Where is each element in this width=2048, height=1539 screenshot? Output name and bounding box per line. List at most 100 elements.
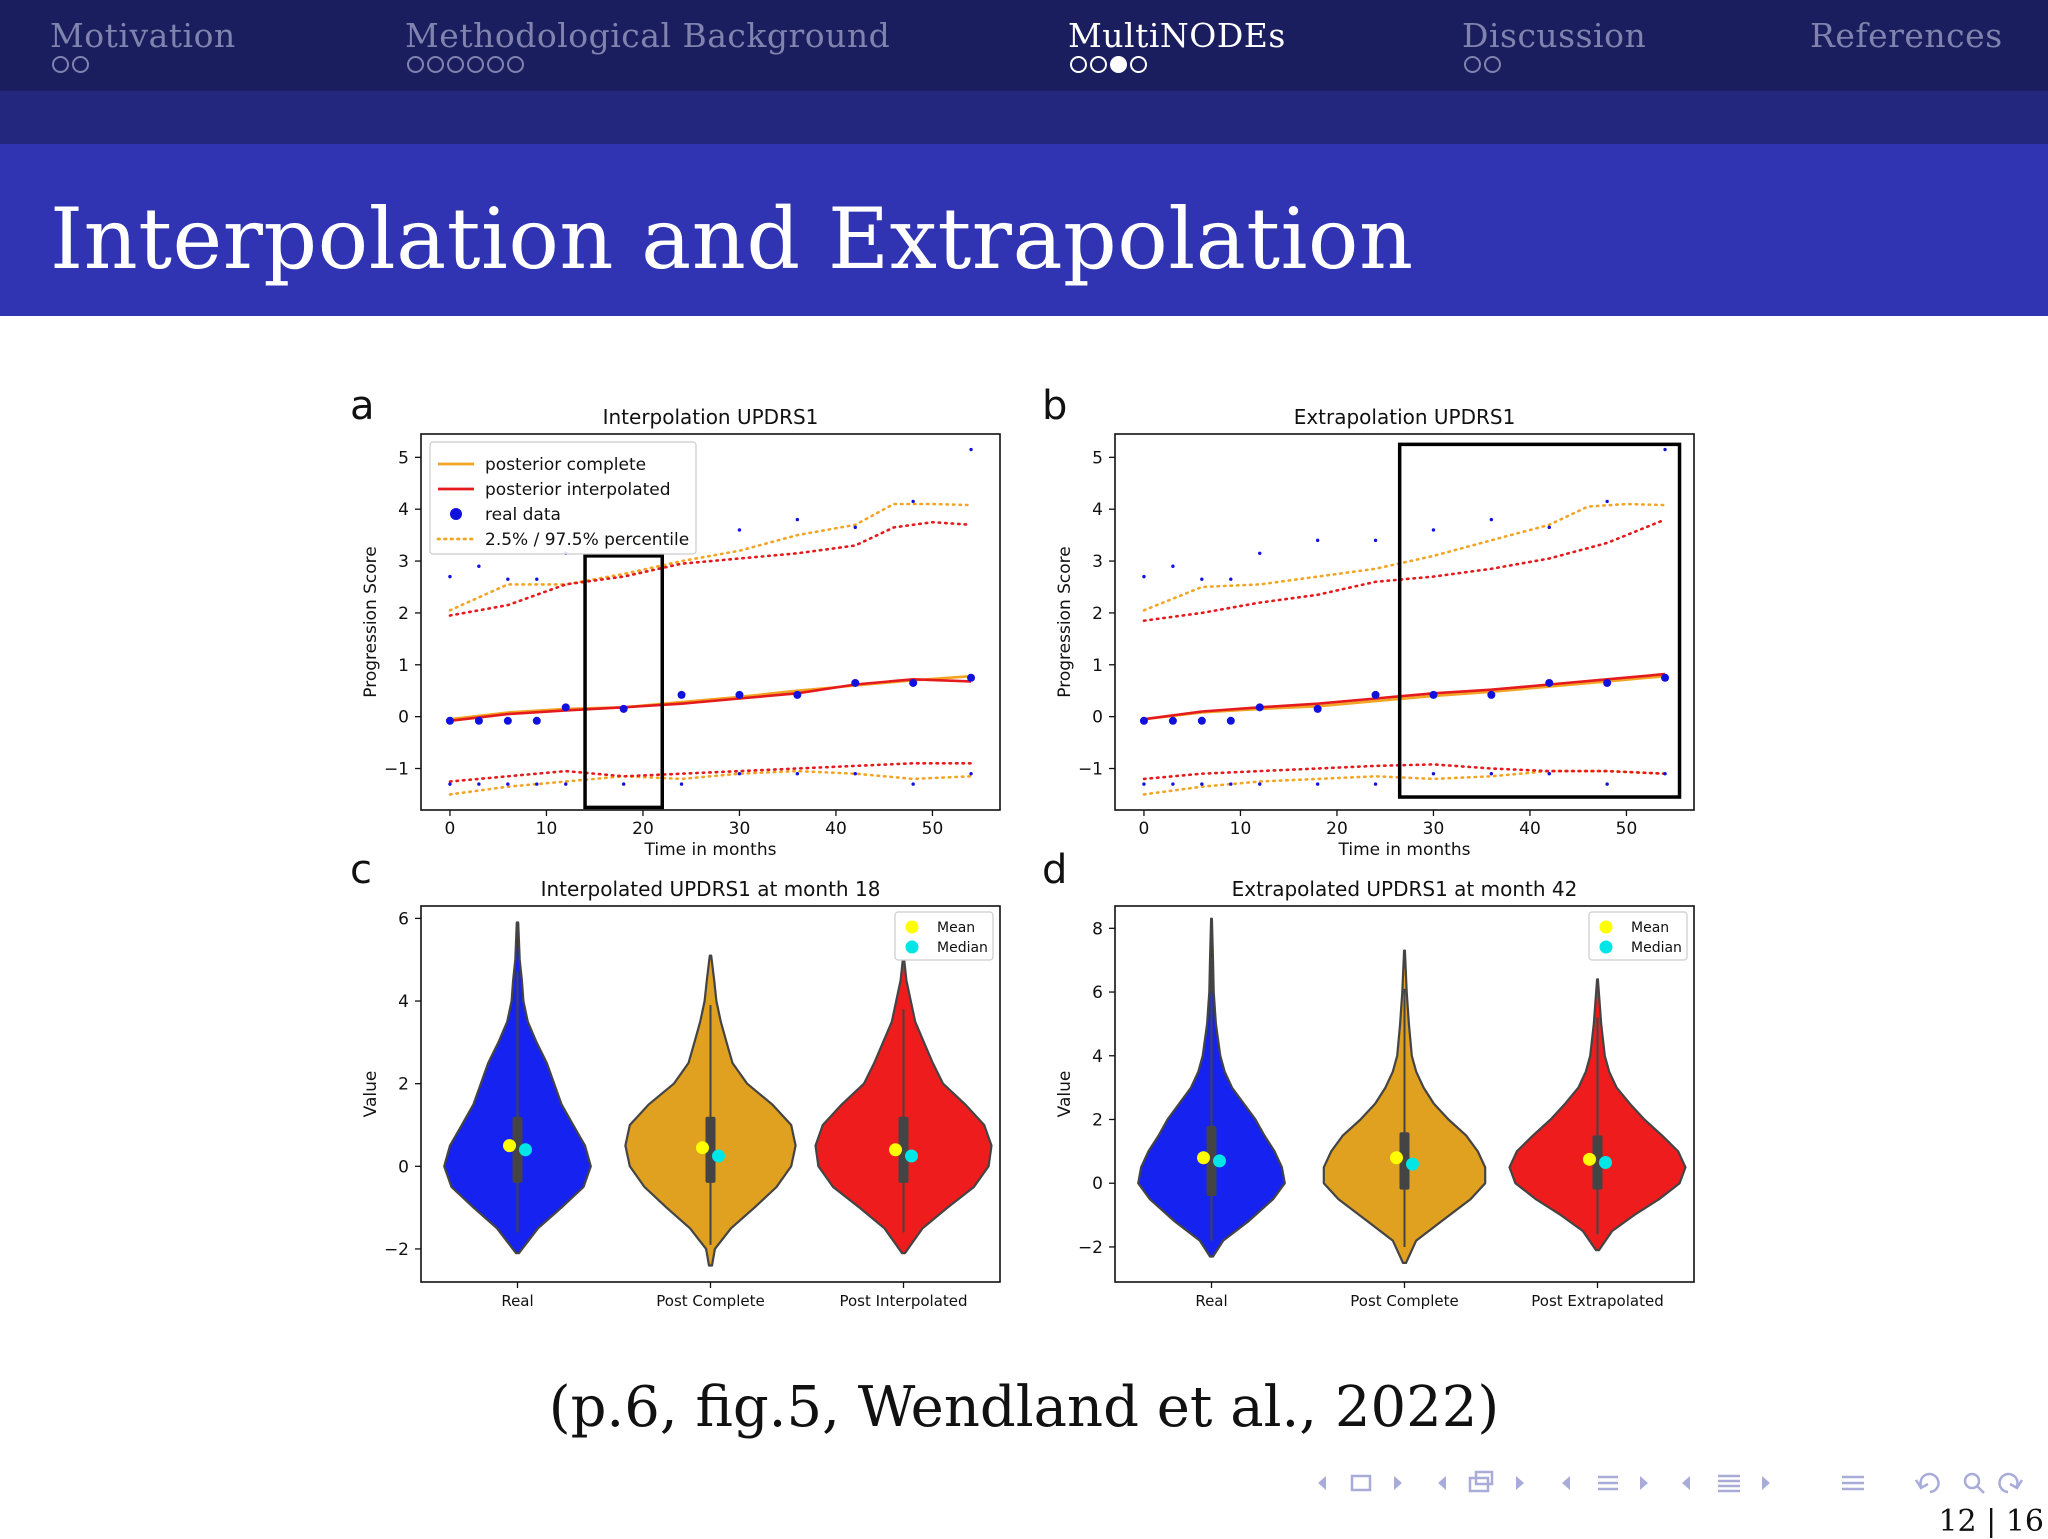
real-data-point — [448, 782, 452, 786]
frame-dot[interactable] — [507, 56, 524, 73]
legend-label: 2.5% / 97.5% percentile — [485, 530, 689, 550]
chart-title: Extrapolated UPDRS1 at month 42 — [1232, 877, 1578, 901]
real-data-point — [735, 690, 744, 699]
real-data-point — [677, 690, 686, 699]
y-tick-label: 4 — [1092, 1047, 1103, 1067]
frame-dot[interactable] — [1130, 56, 1147, 73]
real-data-point — [506, 782, 510, 786]
mean-marker — [696, 1141, 709, 1155]
frame-dot[interactable] — [467, 56, 484, 73]
series-line-posterior-extrapolated — [1143, 672, 1666, 721]
nav-section-discussion[interactable]: Discussion — [1462, 16, 1647, 55]
frame-dot[interactable] — [1110, 56, 1127, 73]
series-line-dotted-orange — [1142, 769, 1667, 796]
real-data-point — [532, 716, 541, 725]
axes-frame — [420, 905, 1001, 1283]
real-data-point — [1487, 690, 1496, 699]
frame-dot[interactable] — [72, 56, 89, 73]
y-tick-label: 3 — [398, 552, 409, 572]
search-icon-handle[interactable] — [1976, 1485, 1985, 1494]
real-data-point — [1373, 782, 1378, 786]
panel-letter: a — [350, 383, 375, 429]
real-data-point — [793, 690, 802, 699]
real-data-point — [1373, 538, 1378, 543]
y-tick-label: 3 — [1092, 552, 1103, 572]
x-tick-label: 20 — [632, 819, 654, 839]
legend-box — [1588, 911, 1688, 961]
redo-icon[interactable] — [1998, 1472, 2024, 1494]
real-data-point — [737, 771, 742, 776]
y-tick-label: 2 — [1092, 604, 1103, 624]
frame-dot[interactable] — [407, 56, 424, 73]
real-data-point — [853, 525, 857, 530]
x-tick-label: 30 — [1423, 819, 1445, 839]
series-line-dotted-orange — [1142, 502, 1667, 612]
frame-dot[interactable] — [1070, 56, 1087, 73]
real-data-point — [1663, 447, 1667, 452]
mean-marker — [1197, 1151, 1210, 1165]
frame-icon-back[interactable] — [1474, 1470, 1494, 1486]
y-tick-label: 1 — [398, 656, 409, 676]
frame-dot[interactable] — [487, 56, 504, 73]
frame-title: Interpolation and Extrapolation — [50, 190, 1414, 288]
frame-dot[interactable] — [1090, 56, 1107, 73]
y-tick-label: 4 — [398, 500, 409, 520]
frame-dot[interactable] — [1464, 56, 1481, 73]
real-data-point — [477, 564, 481, 568]
violin-iqr-box — [898, 1116, 909, 1183]
real-data-point — [503, 716, 512, 725]
x-tick-label: Post Complete — [1350, 1292, 1458, 1310]
real-data-point — [445, 716, 454, 725]
real-data-point — [969, 771, 973, 776]
page-number: 12 | 16 — [1938, 1504, 2044, 1539]
legend-mean-swatch — [905, 920, 919, 934]
real-data-point — [474, 716, 483, 725]
x-tick-label: 40 — [1519, 819, 1541, 839]
real-data-point — [969, 447, 973, 452]
prev-slide-icon[interactable] — [1318, 1476, 1326, 1490]
frame-dot[interactable] — [447, 56, 464, 73]
chart-title: Extrapolation UPDRS1 — [1294, 405, 1516, 429]
search-icon[interactable] — [1963, 1472, 1981, 1490]
axes-frame — [420, 433, 1001, 811]
next-slide-icon[interactable] — [1394, 1476, 1402, 1490]
nav-section-motivation[interactable]: Motivation — [50, 16, 236, 55]
median-marker — [519, 1143, 532, 1157]
y-tick-label: 8 — [1092, 919, 1103, 939]
prev-section-icon[interactable] — [1682, 1476, 1690, 1490]
next-subsection-icon[interactable] — [1640, 1476, 1648, 1490]
real-data-point — [1229, 577, 1233, 581]
frame-dot[interactable] — [52, 56, 69, 73]
nav-section-multinodes[interactable]: MultiNODEs — [1068, 16, 1286, 55]
next-frame-icon[interactable] — [1516, 1476, 1524, 1490]
real-data-point — [1258, 782, 1262, 786]
x-tick-label: Real — [501, 1292, 533, 1310]
frame-dot[interactable] — [427, 56, 444, 73]
series-line-dotted-red — [1142, 518, 1667, 622]
slide-icon[interactable] — [1350, 1474, 1372, 1492]
y-tick-label: 0 — [1092, 1174, 1103, 1194]
y-tick-label: 5 — [398, 448, 409, 468]
real-data-point — [1200, 782, 1204, 786]
nav-section-references[interactable]: References — [1810, 16, 2003, 55]
undo-icon[interactable] — [1914, 1472, 1940, 1494]
prev-subsection-icon[interactable] — [1562, 1476, 1570, 1490]
x-axis-label: Time in months — [1338, 840, 1471, 860]
x-tick-label: 50 — [922, 819, 944, 839]
frame-dot[interactable] — [1484, 56, 1501, 73]
subsection-dots — [52, 56, 89, 78]
subsection-dots — [1464, 56, 1501, 78]
real-data-point — [851, 678, 860, 687]
next-section-icon[interactable] — [1762, 1476, 1770, 1490]
legend-box — [429, 441, 697, 555]
violin-iqr-box — [1399, 1132, 1410, 1190]
figure-caption: (p.6, fig.5, Wendland et al., 2022) — [548, 1375, 1500, 1440]
x-tick-label: 50 — [1616, 819, 1638, 839]
real-data-point — [1255, 703, 1264, 712]
median-marker — [712, 1149, 725, 1163]
real-data-point — [1431, 528, 1436, 532]
beamer-navigation-symbols[interactable] — [1310, 1468, 2040, 1498]
nav-section-methodological-background[interactable]: Methodological Background — [405, 16, 891, 55]
y-tick-label: 4 — [398, 992, 409, 1012]
prev-frame-icon[interactable] — [1438, 1476, 1446, 1490]
